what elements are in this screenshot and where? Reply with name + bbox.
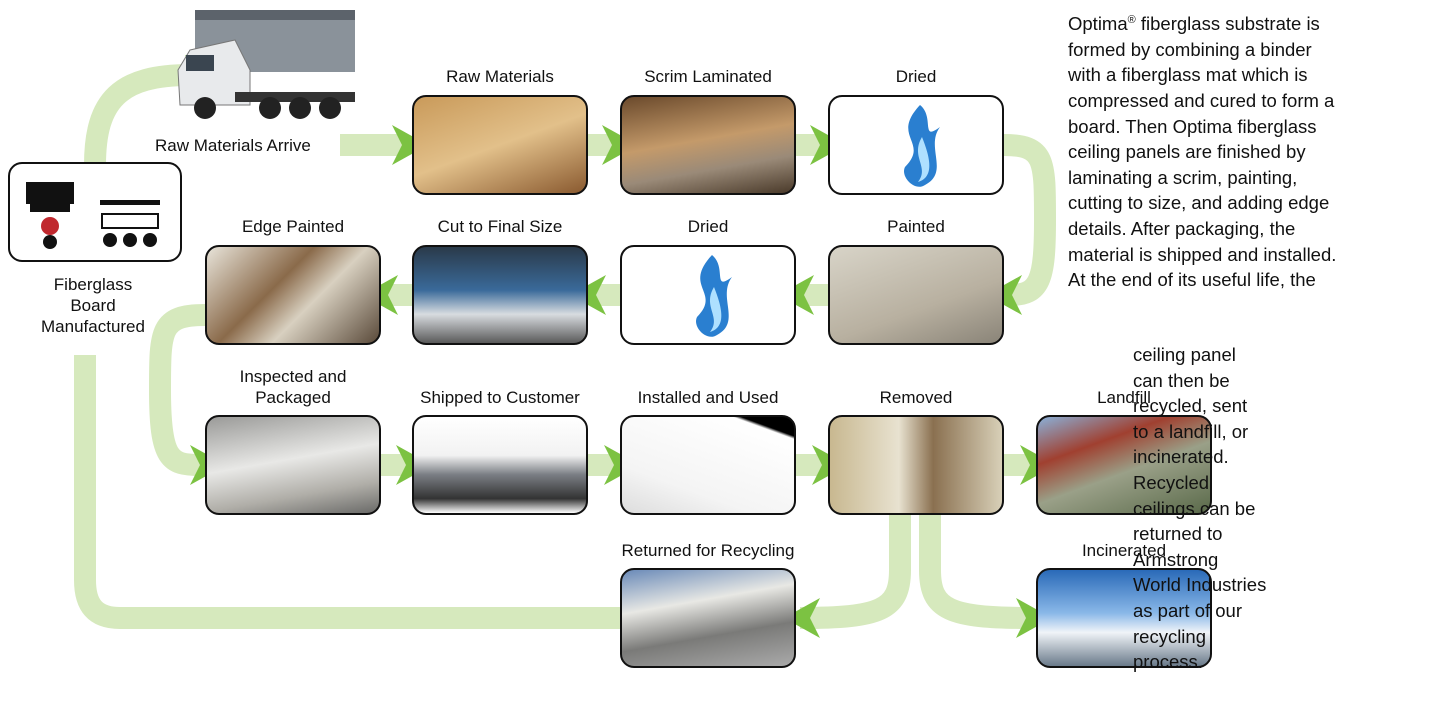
description-line: Armstrong (1133, 547, 1266, 573)
step-label: Edge Painted (193, 216, 393, 237)
description-line: to a landfill, or (1133, 419, 1266, 445)
step-photo (205, 245, 381, 345)
flame-box (828, 95, 1004, 195)
step-label: Installed and Used (608, 387, 808, 408)
step-label: Painted (816, 216, 1016, 237)
description-line: ceiling panel (1133, 342, 1266, 368)
step-label: Removed (816, 387, 1016, 408)
description-line: ceilings can be (1133, 496, 1266, 522)
registered-mark: ® (1128, 14, 1136, 26)
step-label: Raw Materials Arrive (155, 135, 355, 156)
description-line: as part of our (1133, 598, 1266, 624)
description-line: ceiling panels are finished by (1068, 139, 1336, 165)
page: Fiberglass Board Manufactured Raw Materi… (0, 0, 1436, 714)
label-line: Fiberglass (0, 274, 193, 295)
description: Optima® fiberglass substrate is formed b… (1068, 8, 1336, 293)
step-photo (412, 95, 588, 195)
step-label: Shipped to Customer (400, 387, 600, 408)
label-line: Manufactured (0, 316, 193, 337)
step-label: Cut to Final Size (400, 216, 600, 237)
description-line: Optima® fiberglass substrate is (1068, 8, 1336, 37)
description-line: incinerated. (1133, 444, 1266, 470)
fiberglass-label: Fiberglass Board Manufactured (0, 274, 193, 337)
step-label: Dried (608, 216, 808, 237)
step-label: Raw Materials (400, 66, 600, 87)
label-line: Inspected and (193, 366, 393, 387)
description-line: recycling (1133, 624, 1266, 650)
flame-box (620, 245, 796, 345)
label-line: Packaged (193, 387, 393, 408)
step-photo (412, 245, 588, 345)
truck (178, 10, 355, 119)
fiberglass-box (8, 162, 182, 262)
description-line: with a fiberglass mat which is (1068, 62, 1336, 88)
description-line: compressed and cured to form a (1068, 88, 1336, 114)
step-photo (620, 568, 796, 668)
description-line: cutting to size, and adding edge (1068, 190, 1336, 216)
description-line: returned to (1133, 521, 1266, 547)
description-line: laminating a scrim, painting, (1068, 165, 1336, 191)
brand: Optima (1068, 13, 1128, 34)
flame-icon (622, 247, 794, 343)
description-line: recycled, sent (1133, 393, 1266, 419)
factory-icon (10, 164, 180, 260)
description-line: World Industries (1133, 572, 1266, 598)
description-line: can then be (1133, 368, 1266, 394)
step-photo (620, 95, 796, 195)
step-photo (412, 415, 588, 515)
description-line: board. Then Optima fiberglass (1068, 114, 1336, 140)
step-label: Dried (816, 66, 1016, 87)
step-photo (828, 245, 1004, 345)
step-photo (205, 415, 381, 515)
step-label: Inspected and Packaged (193, 366, 393, 408)
flame-icon (830, 97, 1002, 193)
description-line: At the end of its useful life, the (1068, 267, 1336, 293)
label-line: Board (0, 295, 193, 316)
step-label: Scrim Laminated (608, 66, 808, 87)
description-line: process. (1133, 649, 1266, 675)
step-photo (828, 415, 1004, 515)
description-line: details. After packaging, the (1068, 216, 1336, 242)
description-line: material is shipped and installed. (1068, 242, 1336, 268)
step-photo (620, 415, 796, 515)
step-label: Returned for Recycling (608, 540, 808, 561)
text: fiberglass substrate is (1141, 13, 1320, 34)
description-line: formed by combining a binder (1068, 37, 1336, 63)
description-line: Recycled (1133, 470, 1266, 496)
